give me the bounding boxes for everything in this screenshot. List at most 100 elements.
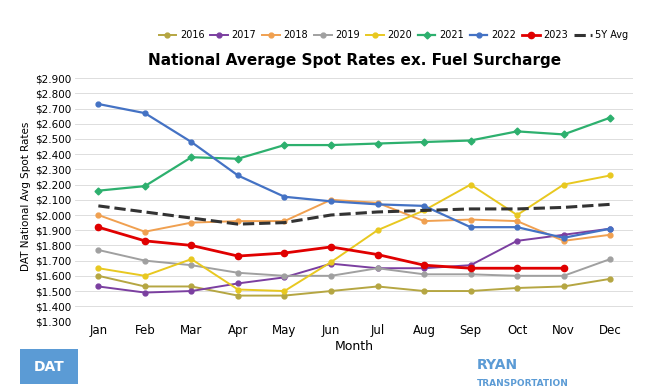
5Y Avg [187, 216, 195, 220]
Line: 2022: 2022 [96, 102, 613, 240]
2016 [327, 289, 335, 293]
Line: 2023: 2023 [95, 224, 567, 271]
2023 [560, 266, 567, 270]
2021 [606, 115, 614, 120]
2022 [420, 203, 428, 208]
2022 [374, 202, 381, 207]
2019 [327, 274, 335, 278]
2021 [281, 143, 289, 147]
2023 [420, 263, 428, 267]
2022 [141, 111, 149, 116]
2019 [560, 274, 567, 278]
2019 [513, 274, 521, 278]
5Y Avg [467, 207, 475, 211]
2017 [560, 232, 567, 237]
Title: National Average Spot Rates ex. Fuel Surcharge: National Average Spot Rates ex. Fuel Sur… [148, 53, 561, 68]
2017 [187, 289, 195, 293]
2016 [95, 274, 103, 278]
2018 [327, 198, 335, 202]
2021 [187, 155, 195, 160]
2020 [374, 228, 381, 232]
2023 [513, 266, 521, 270]
2017 [141, 290, 149, 295]
2021 [467, 138, 475, 143]
2020 [234, 287, 242, 292]
2018 [606, 232, 614, 237]
2021 [374, 141, 381, 146]
5Y Avg [420, 208, 428, 213]
2020 [467, 182, 475, 187]
5Y Avg [141, 210, 149, 214]
2018 [560, 238, 567, 243]
5Y Avg [374, 210, 381, 214]
2022 [513, 225, 521, 230]
Text: TRANSPORTATION: TRANSPORTATION [477, 379, 569, 388]
2020 [420, 208, 428, 213]
5Y Avg [234, 222, 242, 227]
2018 [420, 219, 428, 223]
2019 [95, 248, 103, 252]
2017 [420, 266, 428, 270]
2019 [606, 257, 614, 261]
5Y Avg [281, 220, 289, 225]
2021 [95, 188, 103, 193]
2018 [187, 220, 195, 225]
2017 [95, 284, 103, 289]
2018 [234, 219, 242, 223]
2021 [234, 156, 242, 161]
Line: 2016: 2016 [96, 273, 613, 298]
2021 [513, 129, 521, 134]
Y-axis label: DAT National Avg Spot Rates: DAT National Avg Spot Rates [20, 121, 31, 271]
2018 [281, 219, 289, 223]
2020 [141, 274, 149, 278]
2023 [234, 254, 242, 258]
2019 [420, 272, 428, 277]
5Y Avg [606, 202, 614, 207]
2018 [513, 219, 521, 223]
2019 [281, 274, 289, 278]
2020 [513, 212, 521, 217]
2016 [420, 289, 428, 293]
2020 [606, 173, 614, 178]
2017 [467, 263, 475, 267]
2016 [234, 293, 242, 298]
2022 [467, 225, 475, 230]
Text: RYAN: RYAN [477, 358, 518, 372]
2017 [234, 281, 242, 286]
5Y Avg [95, 203, 103, 208]
2021 [420, 140, 428, 144]
2020 [327, 260, 335, 265]
2022 [281, 194, 289, 199]
2022 [560, 236, 567, 240]
5Y Avg [560, 205, 567, 210]
2019 [234, 270, 242, 275]
2017 [327, 261, 335, 266]
2023 [281, 250, 289, 255]
2023 [141, 238, 149, 243]
Line: 2019: 2019 [96, 247, 613, 278]
2022 [95, 102, 103, 106]
2020 [560, 182, 567, 187]
2021 [560, 132, 567, 137]
2020 [95, 266, 103, 270]
2018 [95, 212, 103, 217]
2023 [327, 245, 335, 249]
2018 [467, 217, 475, 222]
2023 [95, 225, 103, 230]
Line: 2021: 2021 [96, 115, 613, 193]
2019 [374, 266, 381, 270]
2021 [327, 143, 335, 147]
2023 [374, 252, 381, 257]
2023 [187, 243, 195, 248]
2022 [606, 226, 614, 231]
2022 [187, 140, 195, 144]
2019 [467, 272, 475, 277]
2016 [467, 289, 475, 293]
2020 [187, 257, 195, 261]
2016 [374, 284, 381, 289]
2018 [141, 229, 149, 234]
Line: 5Y Avg: 5Y Avg [99, 204, 610, 224]
5Y Avg [327, 212, 335, 217]
5Y Avg [513, 207, 521, 211]
2016 [187, 284, 195, 289]
